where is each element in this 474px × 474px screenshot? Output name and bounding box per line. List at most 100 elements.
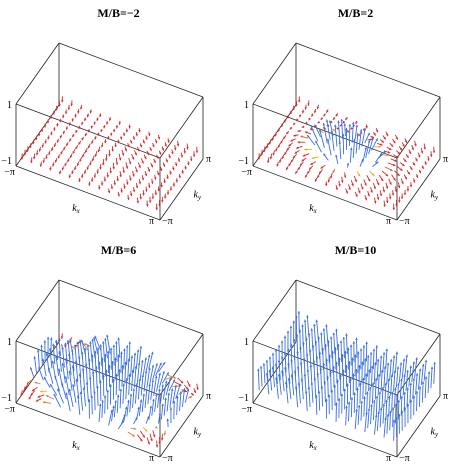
vector-arrow-head xyxy=(375,395,379,399)
vector-arrow-head xyxy=(50,337,53,340)
vector-arrow-head xyxy=(318,351,322,355)
vector-arrow-head xyxy=(86,114,90,118)
vector-arrow-head xyxy=(284,366,287,370)
vector-arrow-shaft xyxy=(339,141,342,159)
vector-arrow-head xyxy=(107,137,110,140)
vector-arrow-head xyxy=(135,133,138,137)
vector-arrow-shaft xyxy=(394,387,396,408)
vector-arrow-head xyxy=(297,382,301,385)
x-tick-label: π xyxy=(149,453,154,464)
vector-arrow-shaft xyxy=(364,411,368,433)
vector-arrow-head xyxy=(83,118,87,122)
vector-arrow-head xyxy=(386,153,389,157)
vector-arrow-head xyxy=(39,390,43,393)
vector-arrow-head xyxy=(421,166,424,169)
vector-arrow-head xyxy=(90,179,94,182)
vector-arrow-head xyxy=(76,341,80,345)
vector-arrow-head xyxy=(111,361,114,364)
vector-arrow-head xyxy=(37,395,41,398)
vector-arrow-shaft xyxy=(409,382,412,404)
vector-arrow-head xyxy=(32,141,35,145)
vector-arrow-shaft xyxy=(326,119,331,140)
vector-arrow-head xyxy=(78,355,81,359)
vector-arrow-shaft xyxy=(257,368,260,391)
vector-arrow-shaft xyxy=(414,357,418,378)
vector-arrow-head xyxy=(297,311,301,314)
vector-arrow-head xyxy=(398,200,401,203)
vector-arrow-head xyxy=(78,373,82,376)
vector-arrow-shaft xyxy=(141,393,145,413)
vector-arrow-shaft xyxy=(389,410,391,431)
vector-arrow-head xyxy=(90,125,94,129)
vector-arrow-shaft xyxy=(372,348,375,370)
vector-arrow-head xyxy=(379,407,383,410)
vector-arrow-head xyxy=(166,176,169,179)
vector-arrow-head xyxy=(379,355,383,358)
vector-arrow-head xyxy=(335,187,338,190)
vector-arrow-head xyxy=(317,390,321,393)
vector-arrow-head xyxy=(190,158,193,162)
vector-arrow-shaft xyxy=(362,146,367,163)
vector-arrow-head xyxy=(406,387,410,390)
vector-arrow-head xyxy=(378,145,382,149)
vector-arrow-head xyxy=(415,175,419,178)
vector-arrow-head xyxy=(266,145,269,149)
vector-arrow-head xyxy=(268,141,272,145)
vector-arrow-head xyxy=(100,129,103,133)
vector-arrow-shaft xyxy=(341,118,344,140)
vector-arrow-head xyxy=(408,151,412,154)
vector-arrow-head xyxy=(286,148,289,151)
vector-arrow-head xyxy=(352,341,356,344)
vector-arrow-head xyxy=(326,138,330,142)
vector-arrow-head xyxy=(385,399,388,403)
vector-arrow-head xyxy=(169,188,173,191)
vector-arrow-head xyxy=(35,152,39,156)
vector-arrow-head xyxy=(328,354,331,357)
vector-arrow-head xyxy=(367,132,370,136)
vector-arrow-head xyxy=(177,159,181,162)
vector-arrow-head xyxy=(151,364,155,368)
vector-arrow-head xyxy=(263,149,266,152)
vector-arrow-shaft xyxy=(159,384,164,404)
vector-arrow-head xyxy=(75,378,78,382)
vector-arrow-head xyxy=(36,349,40,353)
vector-arrow-head xyxy=(117,140,120,144)
vector-arrow-head xyxy=(391,391,394,395)
vector-arrow-head xyxy=(309,167,312,170)
vector-arrow-shaft xyxy=(386,414,389,434)
vector-arrow-head xyxy=(23,153,27,156)
vector-arrow-head xyxy=(185,387,189,390)
vector-arrow-head xyxy=(366,391,369,394)
vector-arrow-head xyxy=(387,151,391,154)
vector-arrow-head xyxy=(101,144,104,148)
vector-arrow-head xyxy=(144,429,148,432)
vector-arrow-head xyxy=(343,175,347,178)
vector-arrow-head xyxy=(295,103,298,107)
vector-arrow-shaft xyxy=(345,405,348,426)
vector-arrow-head xyxy=(161,148,165,151)
vector-arrow-head xyxy=(281,370,284,373)
vector-arrow-shaft xyxy=(78,355,82,378)
vector-arrow-head xyxy=(302,154,306,157)
vector-arrow-head xyxy=(370,138,373,141)
vector-arrow-head xyxy=(339,374,342,377)
vector-arrow-head xyxy=(299,361,303,365)
vector-arrow-head xyxy=(297,129,300,133)
vector-arrow-head xyxy=(420,150,424,154)
vector-arrow-head xyxy=(271,366,275,370)
vector-arrow-head xyxy=(82,387,86,390)
x-tick-label: −π xyxy=(4,404,15,415)
vector-arrow-head xyxy=(118,369,121,372)
vector-arrow-head xyxy=(71,365,75,368)
vector-arrow-head xyxy=(167,140,170,143)
vector-arrow-head xyxy=(139,438,143,442)
vector-arrow-head xyxy=(379,153,382,156)
vector-arrow-shaft xyxy=(65,392,71,412)
vector-arrow-shaft xyxy=(394,351,398,373)
vector-arrow-shaft xyxy=(146,367,151,388)
vector-arrow-head xyxy=(52,112,56,115)
vector-arrow-head xyxy=(93,122,96,125)
vector-arrow-head xyxy=(367,193,370,197)
vector-arrow-shaft xyxy=(75,378,80,399)
vector-arrow-head xyxy=(365,373,368,376)
